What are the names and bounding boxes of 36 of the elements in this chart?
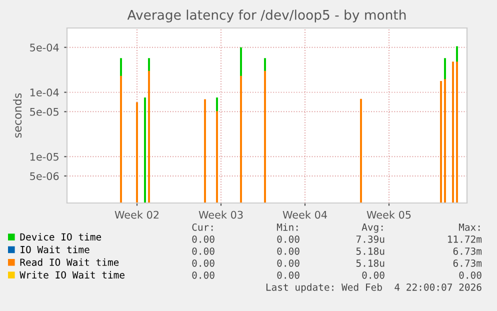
legend-label: Device IO time [20,233,102,241]
text: 0.00 [362,271,384,279]
text: 0.00 [192,271,214,279]
text: Last update: Wed Feb 4 22:00:07 2026 [266,283,482,293]
text: 5.18u [356,247,384,255]
text: 0.00 [277,259,300,267]
text: 7.39u [356,235,384,243]
legend-label: Write IO Wait time [20,271,124,279]
text: 0.00 [459,271,482,279]
text: 0.00 [277,235,300,243]
y-tick-label: 1e-05 [30,152,58,161]
text: Min: [276,223,298,231]
text: Cur: [192,223,213,231]
x-tick-label: Week 02 [114,210,159,219]
x-tick-label: Week 03 [198,210,243,219]
chart-title: Average latency for /dev/loop5 - by month [127,10,406,22]
y-axis-title: seconds [13,93,22,138]
y-tick-label: 1e-04 [30,88,59,96]
text: 5.18u [356,259,384,267]
text: 6.73m [453,259,482,267]
text: 11.72m [448,235,482,243]
x-tick-label: Week 05 [366,210,411,219]
y-tick-label: 5e-06 [30,172,59,180]
text: Avg: [362,224,383,233]
text: 0.00 [192,247,214,255]
text: 0.00 [192,235,214,243]
text: 0.00 [277,271,300,279]
text: Max: [458,224,480,231]
text: 0.00 [277,247,300,255]
y-tick-label: 5e-04 [30,44,59,52]
legend-label: Read IO Wait time [20,258,119,266]
x-tick-label: Week 04 [282,210,327,219]
text: 6.73m [453,247,482,255]
y-tick-label: 5e-05 [30,108,58,116]
legend-label: IO Wait time [20,246,90,254]
text: 0.00 [192,259,214,267]
